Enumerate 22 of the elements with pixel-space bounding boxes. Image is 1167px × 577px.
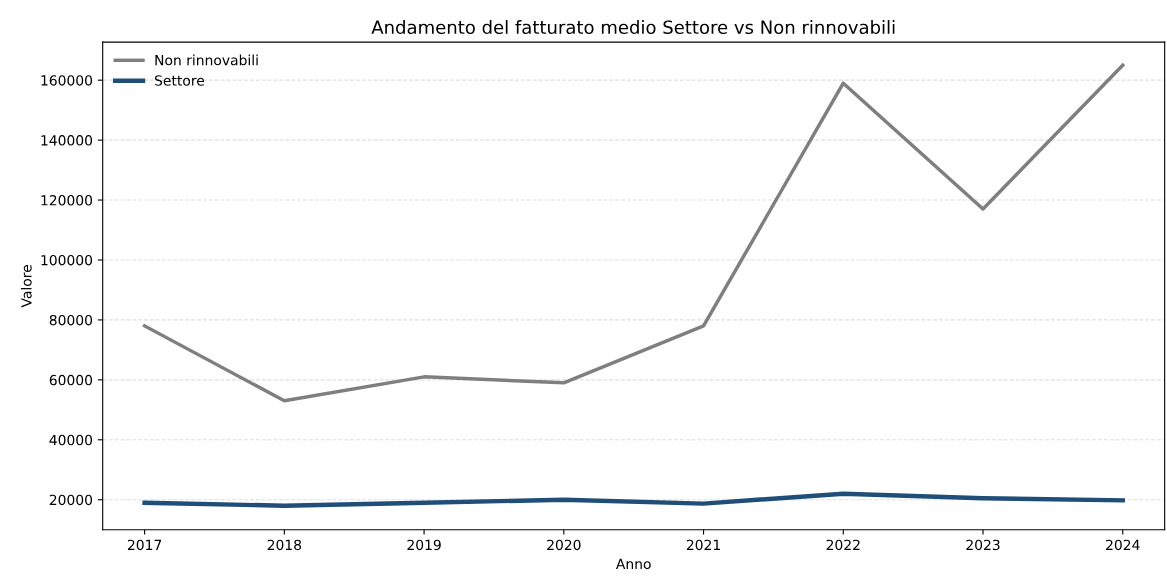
x-tick-label: 2023 bbox=[966, 539, 1000, 551]
legend-label: Non rinnovabili bbox=[155, 54, 258, 66]
y-tick-label: 40000 bbox=[49, 434, 93, 446]
x-tick-label: 2024 bbox=[1106, 539, 1140, 551]
y-tick-label: 20000 bbox=[49, 494, 93, 506]
x-tick-label: 2020 bbox=[547, 539, 581, 551]
y-tick-label: 60000 bbox=[49, 374, 93, 386]
y-tick-label: 140000 bbox=[41, 135, 93, 146]
x-tick-label: 2018 bbox=[267, 539, 302, 551]
chart-title: Andamento del fatturato medio Settore vs Non rinnovabili bbox=[371, 20, 895, 35]
x-tick-label: 2019 bbox=[407, 539, 441, 551]
line-series bbox=[142, 491, 1125, 508]
y-tick-label: 120000 bbox=[41, 195, 93, 206]
x-tick-label: 2017 bbox=[127, 539, 162, 551]
legend-label: Settore bbox=[155, 75, 205, 86]
x-tick-label: 2021 bbox=[686, 539, 720, 551]
y-tick-label: 100000 bbox=[41, 254, 93, 266]
y-tick-label: 80000 bbox=[49, 314, 93, 326]
x-tick-label: 2022 bbox=[826, 539, 860, 551]
x-axis-title: Anno bbox=[615, 558, 651, 570]
y-axis-title: Valore bbox=[20, 265, 32, 308]
y-tick-label: 160000 bbox=[41, 75, 93, 86]
